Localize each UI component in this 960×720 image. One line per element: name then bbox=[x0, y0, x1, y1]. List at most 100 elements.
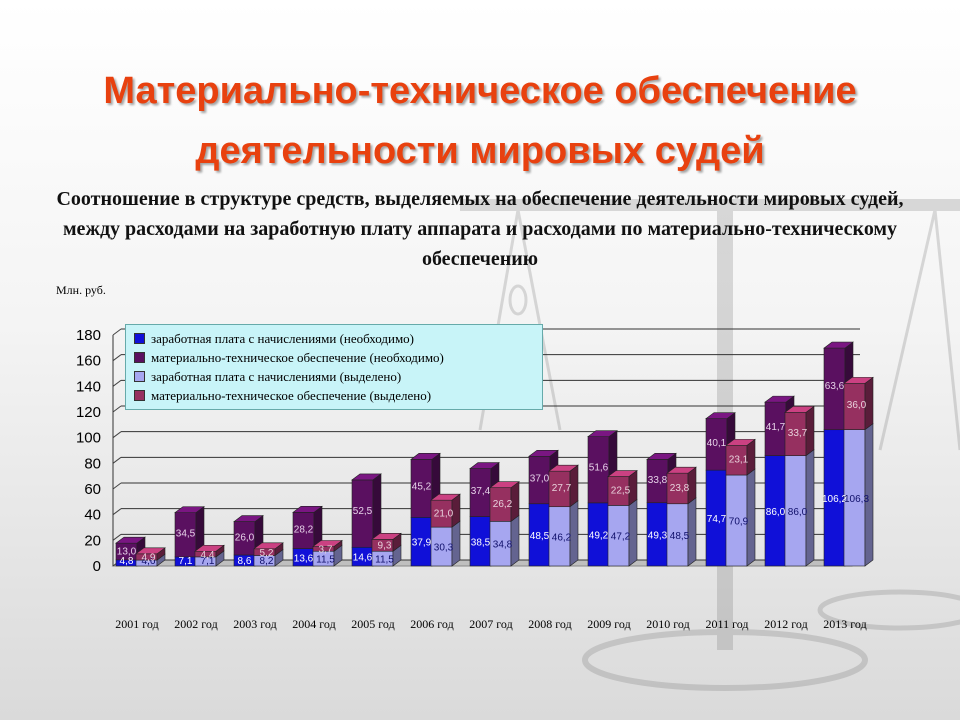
y-tick-label: 20 bbox=[84, 532, 101, 549]
data-label-material-needed: 13,0 bbox=[117, 547, 137, 558]
bar-top bbox=[548, 464, 579, 472]
data-label-salary-allocated: 86,0 bbox=[788, 507, 808, 518]
data-label-salary-allocated: 4,6 bbox=[142, 556, 156, 567]
legend-label: материально-техническое обеспечение (нео… bbox=[151, 349, 444, 365]
data-label-material-allocated: 23,1 bbox=[729, 455, 749, 466]
data-label-material-allocated: 4,4 bbox=[201, 550, 215, 561]
x-tick-label: 2005 год bbox=[351, 617, 394, 631]
legend-label: заработная плата с начислениями (необход… bbox=[151, 330, 415, 346]
bar-top bbox=[489, 481, 520, 489]
gridline-depth bbox=[112, 456, 122, 464]
data-label-material-needed: 41,7 bbox=[766, 422, 786, 433]
y-tick-label: 60 bbox=[84, 481, 101, 498]
x-tick-label: 2008 год bbox=[528, 617, 571, 631]
x-tick-label: 2004 год bbox=[292, 617, 335, 631]
data-label-material-needed: 51,6 bbox=[589, 462, 609, 473]
data-label-salary-needed: 74,7 bbox=[707, 514, 727, 525]
x-tick-label: 2007 год bbox=[469, 617, 512, 631]
data-label-material-needed: 33,8 bbox=[648, 475, 668, 486]
x-tick-label: 2006 год bbox=[410, 617, 453, 631]
page-title-line2: деятельности мировых судей bbox=[195, 130, 765, 172]
bar-top bbox=[194, 544, 225, 552]
data-label-material-needed: 37,4 bbox=[471, 486, 491, 497]
data-label-material-allocated: 3,7 bbox=[319, 545, 333, 556]
data-label-salary-allocated: 106,3 bbox=[844, 494, 869, 505]
bar-top bbox=[233, 515, 264, 522]
x-tick-label: 2013 год bbox=[823, 617, 866, 631]
data-label-salary-needed: 4,8 bbox=[120, 556, 134, 567]
bar-top bbox=[823, 341, 854, 349]
x-tick-label: 2011 год bbox=[706, 617, 749, 631]
data-label-material-allocated: 33,7 bbox=[788, 428, 808, 439]
data-label-material-needed: 28,2 bbox=[294, 525, 314, 536]
data-label-salary-allocated: 8,2 bbox=[260, 556, 274, 567]
gridline-depth bbox=[112, 405, 122, 413]
data-label-material-needed: 52,5 bbox=[353, 506, 373, 517]
gridline-depth bbox=[112, 379, 122, 387]
bar-top bbox=[115, 536, 146, 544]
data-label-salary-needed: 14,6 bbox=[353, 553, 373, 564]
data-label-salary-needed: 8,6 bbox=[238, 556, 252, 567]
data-label-salary-needed: 38,5 bbox=[471, 537, 491, 548]
chart-legend: заработная плата с начислениями (необход… bbox=[125, 324, 543, 410]
x-tick-label: 2001 год bbox=[115, 617, 158, 631]
data-label-material-needed: 37,0 bbox=[530, 474, 550, 485]
bar-top bbox=[469, 462, 500, 469]
bar-top bbox=[135, 547, 166, 555]
data-label-salary-allocated: 70,9 bbox=[729, 517, 749, 528]
legend-item: заработная плата с начислениями (выделен… bbox=[134, 367, 534, 386]
data-label-salary-allocated: 48,5 bbox=[670, 531, 690, 542]
x-tick-label: 2009 год bbox=[587, 617, 630, 631]
bar-top bbox=[528, 449, 559, 457]
bar-top bbox=[410, 453, 441, 460]
bar-top bbox=[430, 493, 461, 501]
bar-top bbox=[843, 377, 874, 384]
data-label-salary-allocated: 7,1 bbox=[201, 556, 215, 567]
bar-top bbox=[587, 430, 618, 437]
y-tick-label: 160 bbox=[76, 353, 101, 370]
data-label-material-allocated: 9,3 bbox=[378, 541, 392, 552]
legend-swatch-salary-allocated bbox=[134, 371, 145, 382]
bar-top bbox=[312, 540, 343, 547]
data-label-salary-needed: 37,9 bbox=[412, 538, 432, 549]
bar-top bbox=[371, 533, 402, 540]
bar-top bbox=[725, 439, 756, 446]
bar-top bbox=[174, 506, 205, 513]
legend-item: материально-техническое обеспечение (нео… bbox=[134, 348, 534, 367]
x-tick-label: 2012 год bbox=[764, 617, 807, 631]
bar-top bbox=[705, 412, 736, 419]
x-tick-label: 2003 год bbox=[233, 617, 276, 631]
data-label-material-allocated: 4,9 bbox=[142, 553, 156, 564]
bar-top bbox=[646, 453, 677, 460]
data-label-salary-needed: 49,2 bbox=[589, 530, 609, 541]
data-label-salary-allocated: 47,2 bbox=[611, 532, 631, 543]
data-label-material-allocated: 5,2 bbox=[260, 548, 274, 559]
y-tick-label: 40 bbox=[84, 507, 101, 524]
data-label-material-allocated: 36,0 bbox=[847, 400, 867, 411]
x-tick-label: 2010 год bbox=[646, 617, 689, 631]
y-tick-label: 100 bbox=[76, 430, 101, 447]
x-tick-label: 2002 год bbox=[174, 617, 217, 631]
gridline-depth bbox=[112, 482, 122, 490]
bar-top bbox=[666, 466, 697, 474]
y-tick-label: 80 bbox=[84, 455, 101, 472]
data-label-material-needed: 40,1 bbox=[707, 438, 727, 449]
data-label-salary-allocated: 11,5 bbox=[316, 555, 335, 566]
bar-top bbox=[607, 470, 638, 477]
legend-item: материально-техническое обеспечение (выд… bbox=[134, 386, 534, 405]
data-label-salary-allocated: 34,8 bbox=[493, 540, 513, 551]
legend-swatch-salary-needed bbox=[134, 333, 145, 344]
y-axis-unit-label: Млн. руб. bbox=[56, 283, 106, 297]
data-label-salary-needed: 13,6 bbox=[294, 553, 314, 564]
legend-swatch-material-allocated bbox=[134, 390, 145, 401]
bar-top bbox=[784, 406, 815, 413]
page-title-line1: Материально-техническое обеспечение bbox=[103, 70, 857, 112]
y-tick-label: 140 bbox=[76, 378, 101, 395]
y-tick-label: 180 bbox=[76, 327, 101, 344]
data-label-salary-allocated: 30,3 bbox=[434, 543, 454, 554]
gridline-depth bbox=[112, 354, 122, 362]
legend-label: материально-техническое обеспечение (выд… bbox=[151, 387, 432, 403]
data-label-salary-allocated: 46,2 bbox=[552, 532, 572, 543]
data-label-material-needed: 34,5 bbox=[176, 529, 196, 540]
